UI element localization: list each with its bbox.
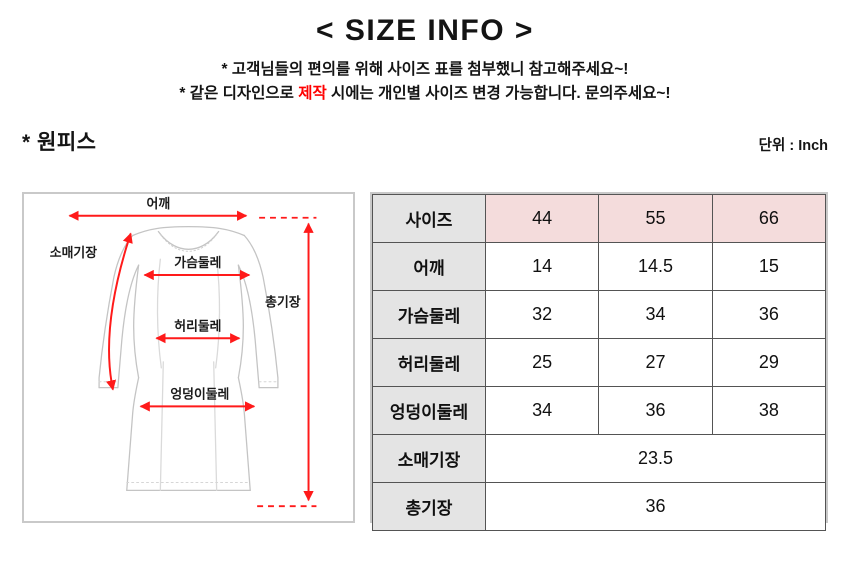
content-area: 어깨 소매기장 가슴둘레 허리둘레 엉덩이둘레 총기장 사이즈 44 55 66… <box>22 192 828 531</box>
subtitle-line-2-post: 시에는 개인별 사이즈 변경 가능합니다. 문의주세요~! <box>326 84 671 102</box>
page-header: < SIZE INFO > * 고객님들의 편의를 위해 사이즈 표를 첨부했니… <box>0 0 850 106</box>
header-cell-size-44: 44 <box>484 194 600 243</box>
table-row: 소매기장 23.5 <box>372 434 826 483</box>
cell-hip-55: 36 <box>598 386 713 435</box>
dress-outline <box>98 225 279 492</box>
dress-diagram-panel: 어깨 소매기장 가슴둘레 허리둘레 엉덩이둘레 총기장 <box>22 192 355 523</box>
waist-label: 허리둘레 <box>174 318 221 333</box>
size-table-body: 어깨 14 14.5 15 가슴둘레 32 34 36 허리둘레 25 27 2… <box>372 242 827 531</box>
sleeve-length-label: 소매기장 <box>50 245 97 260</box>
row-label-hip: 엉덩이둘레 <box>372 386 486 435</box>
table-row: 엉덩이둘레 34 36 38 <box>372 386 827 435</box>
cell-bust-55: 34 <box>598 290 713 339</box>
table-header-row: 사이즈 44 55 66 <box>372 194 827 243</box>
cell-bust-44: 32 <box>484 290 600 339</box>
cell-hip-44: 34 <box>484 386 600 435</box>
size-table-head: 사이즈 44 55 66 <box>372 194 827 243</box>
header-cell-size-label: 사이즈 <box>372 194 486 243</box>
cell-waist-66: 29 <box>711 338 827 387</box>
table-row: 어깨 14 14.5 15 <box>372 242 827 291</box>
row-label-waist: 허리둘레 <box>372 338 486 387</box>
total-length-label: 총기장 <box>265 295 301 310</box>
cell-waist-55: 27 <box>598 338 713 387</box>
size-table-panel: 사이즈 44 55 66 어깨 14 14.5 15 가슴둘레 32 34 <box>370 192 828 531</box>
cell-waist-44: 25 <box>484 338 600 387</box>
header-cell-size-66: 66 <box>711 194 827 243</box>
row-label-sleeve-length: 소매기장 <box>372 434 486 483</box>
row-label-shoulder: 어깨 <box>372 242 486 291</box>
row-label-bust: 가슴둘레 <box>372 290 486 339</box>
table-row: 허리둘레 25 27 29 <box>372 338 827 387</box>
shoulder-label: 어깨 <box>147 196 171 211</box>
cell-hip-66: 38 <box>711 386 827 435</box>
cell-shoulder-55: 14.5 <box>598 242 713 291</box>
section-title: * 원피스 <box>22 130 97 154</box>
sleeve-length-arrow <box>105 232 133 391</box>
hip-label: 엉덩이둘레 <box>170 386 229 401</box>
dress-diagram-svg: 어깨 소매기장 가슴둘레 허리둘레 엉덩이둘레 총기장 <box>50 196 317 508</box>
table-row: 가슴둘레 32 34 36 <box>372 290 827 339</box>
subtitle-line-1: * 고객님들의 편의를 위해 사이즈 표를 첨부했니 참고해주세요~! <box>221 60 629 78</box>
cell-bust-66: 36 <box>711 290 827 339</box>
cell-shoulder-44: 14 <box>484 242 600 291</box>
page-title: < SIZE INFO > <box>316 14 534 47</box>
subtitle-line-2: * 같은 디자인으로 제작 시에는 개인별 사이즈 변경 가능합니다. 문의주세… <box>0 82 850 106</box>
unit-label: 단위 : Inch <box>758 137 828 154</box>
cell-total-length-all: 36 <box>485 482 826 531</box>
header-cell-size-55: 55 <box>598 194 713 243</box>
total-length-guides <box>257 216 317 508</box>
cell-shoulder-66: 15 <box>711 242 827 291</box>
bust-label: 가슴둘레 <box>174 255 221 270</box>
subtitle-block: * 고객님들의 편의를 위해 사이즈 표를 첨부했니 참고해주세요~! * 같은… <box>0 58 850 106</box>
subtitle-line-2-pre: * 같은 디자인으로 <box>179 84 299 102</box>
size-table: 사이즈 44 55 66 어깨 14 14.5 15 가슴둘레 32 34 <box>372 194 827 531</box>
table-row: 총기장 36 <box>372 482 826 531</box>
cell-sleeve-length-all: 23.5 <box>485 434 826 483</box>
subtitle-highlight-word: 제작 <box>298 84 327 102</box>
row-label-total-length: 총기장 <box>372 482 486 531</box>
section-header-row: * 원피스 단위 : Inch <box>0 124 850 164</box>
